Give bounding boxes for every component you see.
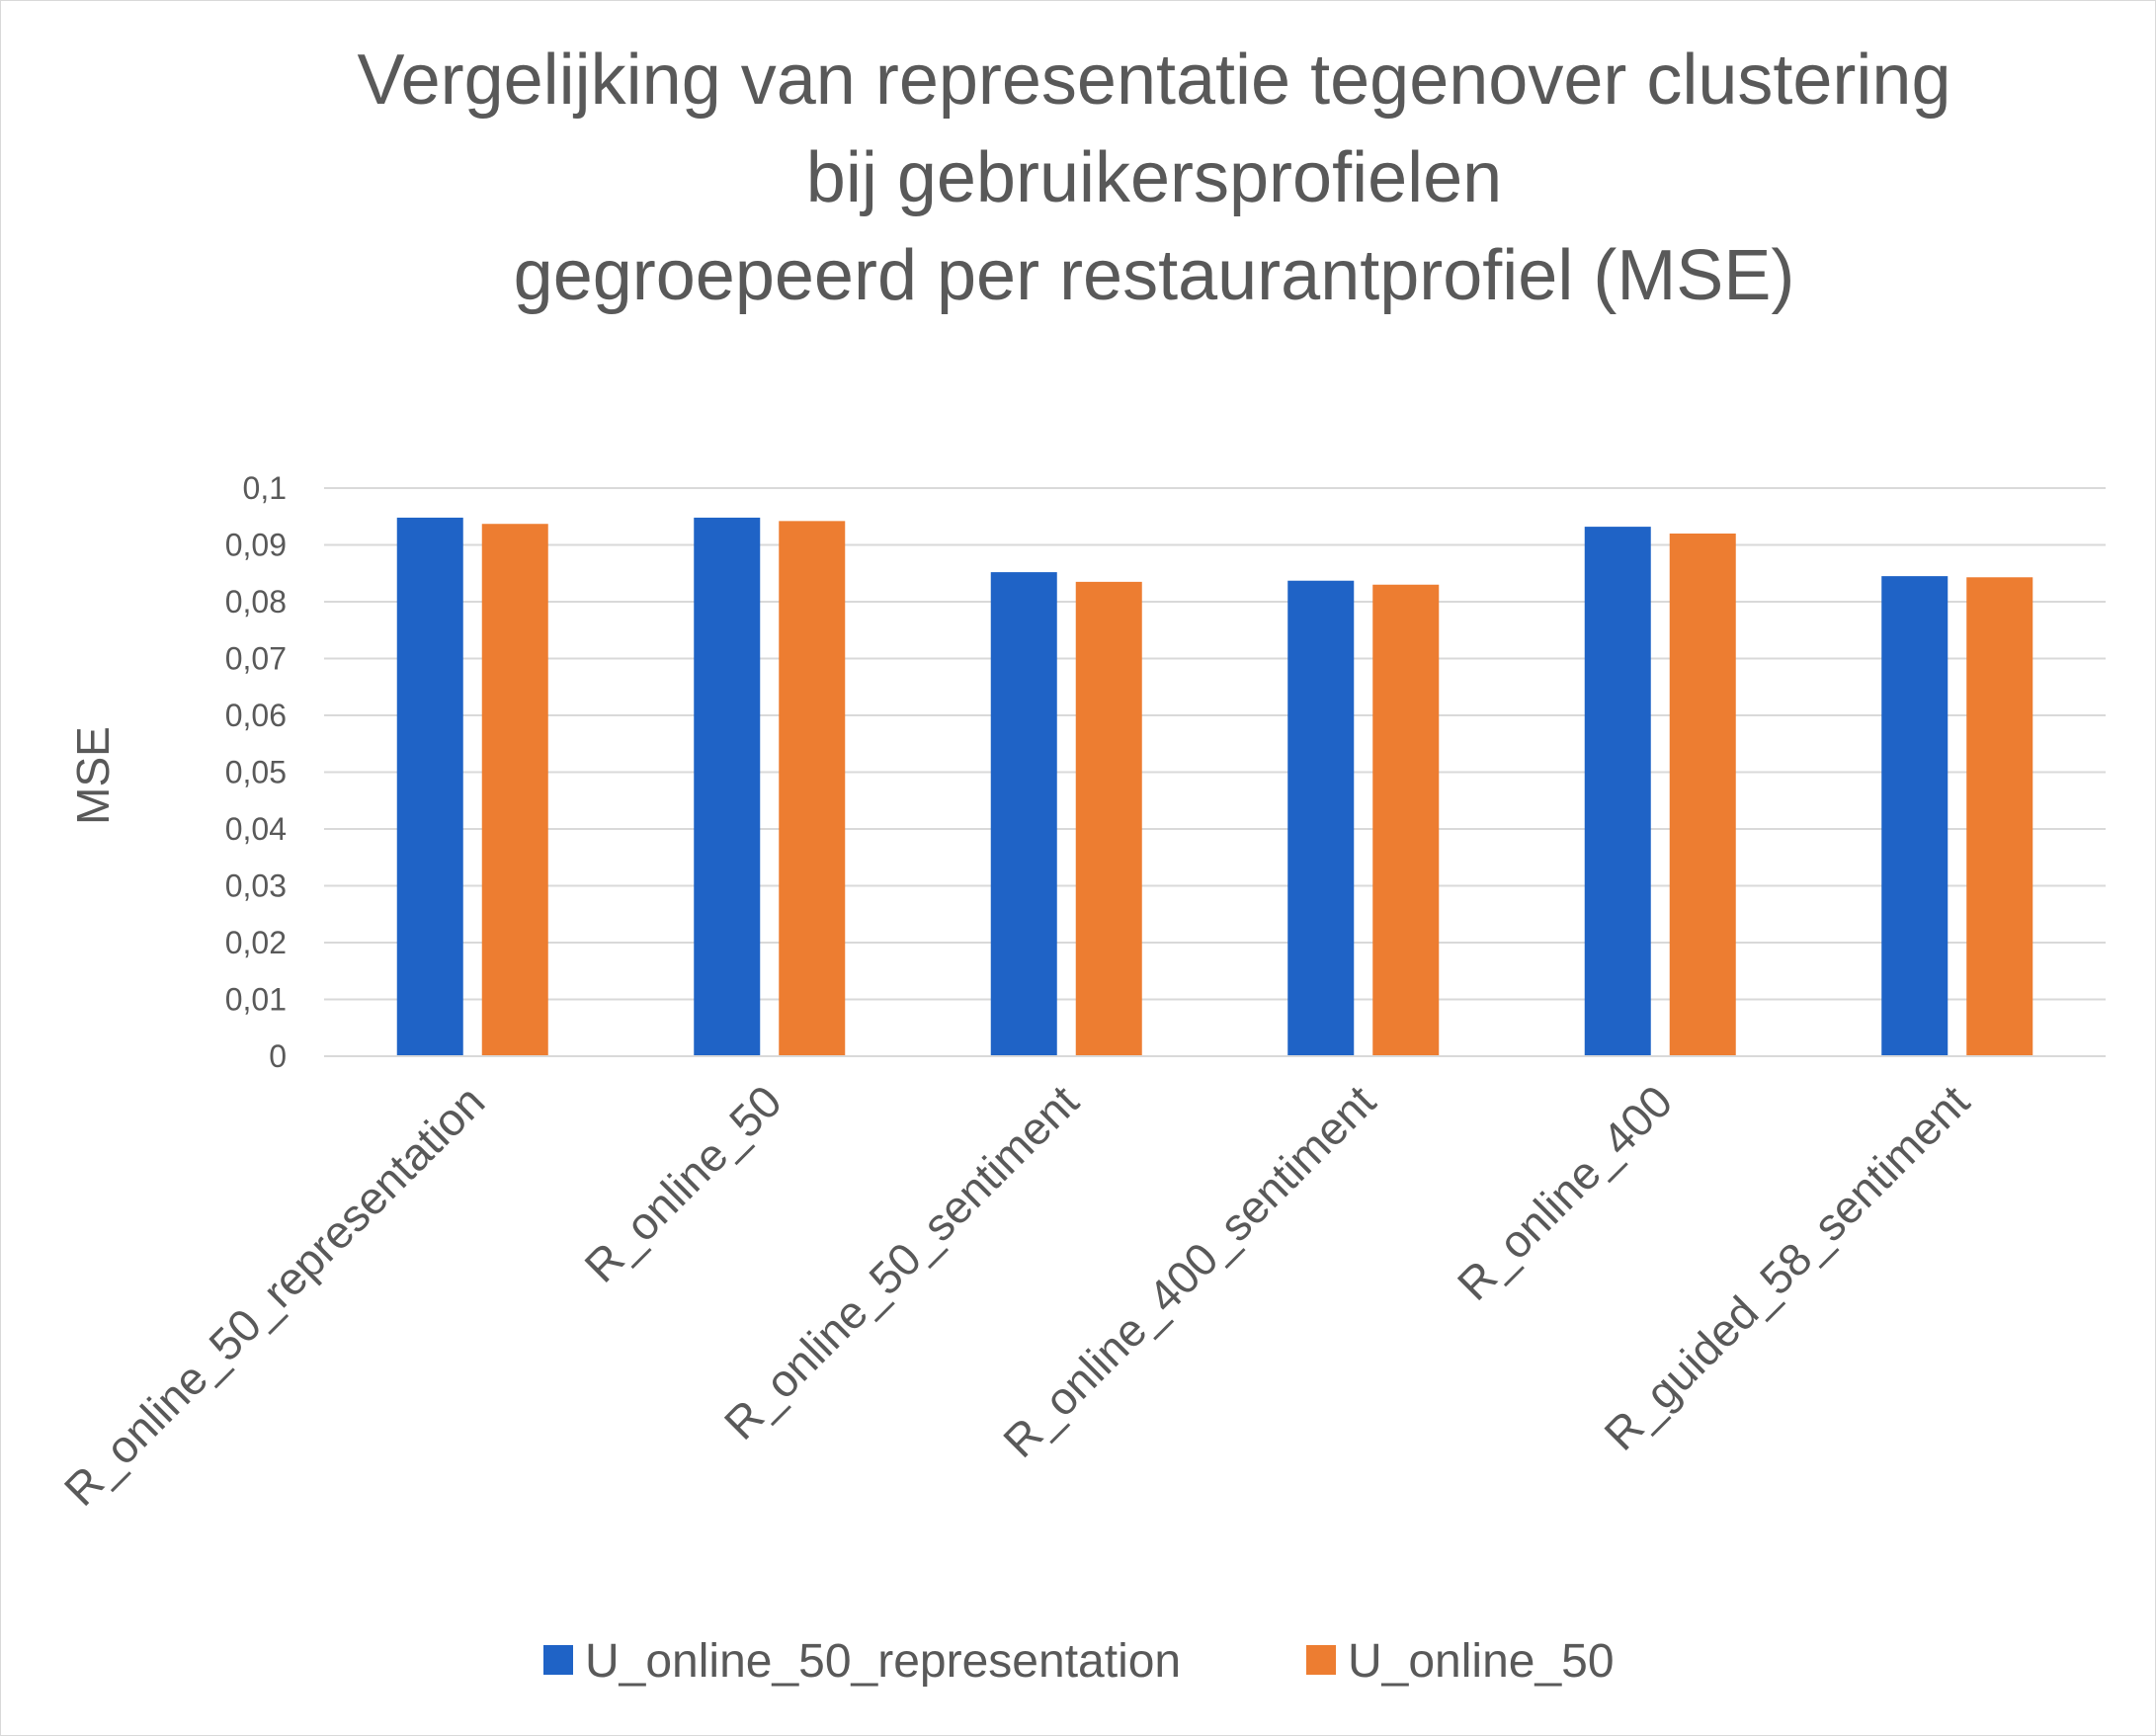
bar-series-2: [1075, 581, 1142, 1056]
y-tick-label: 0,05: [225, 755, 287, 790]
chart-title: Vergelijking van representatie tegenover…: [358, 41, 1951, 315]
legend: U_online_50_representation U_online_50: [543, 1635, 1615, 1688]
bar-series-1: [990, 572, 1057, 1056]
bar-series-1: [1584, 527, 1651, 1056]
gridlines: [324, 487, 2106, 1001]
bars: [396, 517, 2033, 1056]
bar-series-2: [1966, 577, 2033, 1056]
bar-series-1: [694, 517, 761, 1056]
bar-series-1: [396, 517, 463, 1056]
legend-label-1: U_online_50_representation: [585, 1635, 1181, 1688]
x-category-label: R_online_50: [574, 1075, 790, 1291]
y-tick-label: 0: [269, 1038, 287, 1074]
x-axis-categories: R_online_50_representation R_online_50 R_o…: [54, 1075, 1979, 1516]
x-category-label: R_online_400: [1448, 1075, 1683, 1310]
y-tick-label: 0,08: [225, 584, 287, 620]
legend-swatch-1: [543, 1645, 573, 1675]
y-tick-label: 0,02: [225, 925, 287, 960]
y-tick-label: 0,09: [225, 528, 287, 563]
bar-series-2: [779, 521, 846, 1056]
y-tick-label: 0,01: [225, 982, 287, 1018]
bar-series-1: [1287, 580, 1355, 1056]
chart-title-line-1: Vergelijking van representatie tegenover…: [358, 41, 1951, 120]
x-category-label: R_online_50_representation: [54, 1075, 494, 1515]
y-tick-label: 0,04: [225, 811, 287, 847]
y-axis-label: MSE: [67, 726, 119, 825]
y-tick-label: 0,07: [225, 641, 287, 677]
y-tick-label: 0,03: [225, 868, 287, 904]
y-axis-ticks: 0 0,01 0,02 0,03 0,04 0,05 0,06 0,07 0,08 0,09 0,1: [225, 470, 287, 1074]
bar-series-2: [1669, 534, 1736, 1056]
chart-title-line-2: bij gebruikersprofielen: [806, 138, 1502, 217]
y-tick-label: 0,06: [225, 698, 287, 733]
bar-series-1: [1881, 576, 1949, 1056]
bar-series-2: [1372, 584, 1440, 1056]
y-tick-label: 0,1: [243, 470, 287, 506]
bar-series-2: [481, 524, 548, 1056]
chart-title-line-3: gegroepeerd per restaurantprofiel (MSE): [514, 236, 1795, 315]
legend-label-2: U_online_50: [1348, 1635, 1615, 1688]
legend-swatch-2: [1306, 1645, 1336, 1675]
